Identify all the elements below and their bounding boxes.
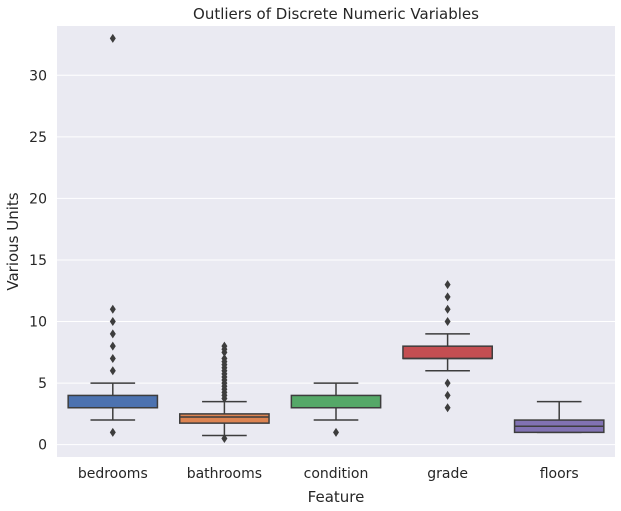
outlier-point	[444, 292, 451, 302]
chart-title: Outliers of Discrete Numeric Variables	[193, 5, 479, 23]
box-grade	[402, 280, 493, 413]
outlier-point	[109, 353, 116, 363]
outlier-point	[109, 317, 116, 327]
outlier-point	[333, 427, 339, 437]
x-tick-labels: bedrooms bathrooms condition grade floors	[78, 466, 579, 482]
y-tick-label: 0	[38, 438, 47, 454]
iqr-box	[290, 394, 382, 409]
outlier-point	[221, 434, 228, 444]
outlier-point	[221, 341, 228, 351]
y-tick-label: 15	[29, 253, 47, 269]
y-axis-label: Various Units	[4, 192, 22, 290]
y-tick-label: 30	[29, 68, 47, 84]
y-tick-label: 5	[38, 376, 47, 392]
iqr-box	[402, 345, 493, 360]
box-condition	[290, 382, 382, 437]
box-bathrooms	[179, 341, 270, 444]
outlier-point	[444, 317, 451, 327]
x-axis-label: Feature	[308, 488, 365, 506]
x-tick-label: bathrooms	[187, 466, 262, 482]
y-tick-label: 25	[29, 130, 47, 146]
x-tick-label: condition	[304, 466, 369, 482]
outlier-point	[109, 366, 116, 376]
outlier-point	[444, 280, 451, 290]
outlier-point	[109, 341, 116, 351]
boxes	[67, 33, 605, 444]
outlier-point	[444, 304, 451, 314]
outlier-point	[109, 304, 116, 314]
outlier-point	[444, 403, 451, 413]
iqr-box	[67, 394, 159, 409]
x-tick-label: floors	[540, 466, 579, 482]
outlier-point	[109, 329, 116, 339]
outlier-point	[444, 390, 451, 400]
outlier-point	[444, 378, 451, 388]
box-bedrooms	[67, 33, 159, 437]
box-floors	[513, 400, 605, 434]
x-tick-label: grade	[427, 466, 468, 482]
y-tick-label: 20	[29, 191, 47, 207]
outlier-point	[221, 353, 228, 363]
iqr-box	[179, 413, 270, 424]
outlier-point	[109, 33, 116, 43]
y-tick-label: 10	[29, 315, 47, 331]
outlier-point	[109, 427, 116, 437]
x-tick-label: bedrooms	[78, 466, 148, 482]
y-tick-labels: 0 5 10 15 20 25 30	[29, 68, 47, 453]
